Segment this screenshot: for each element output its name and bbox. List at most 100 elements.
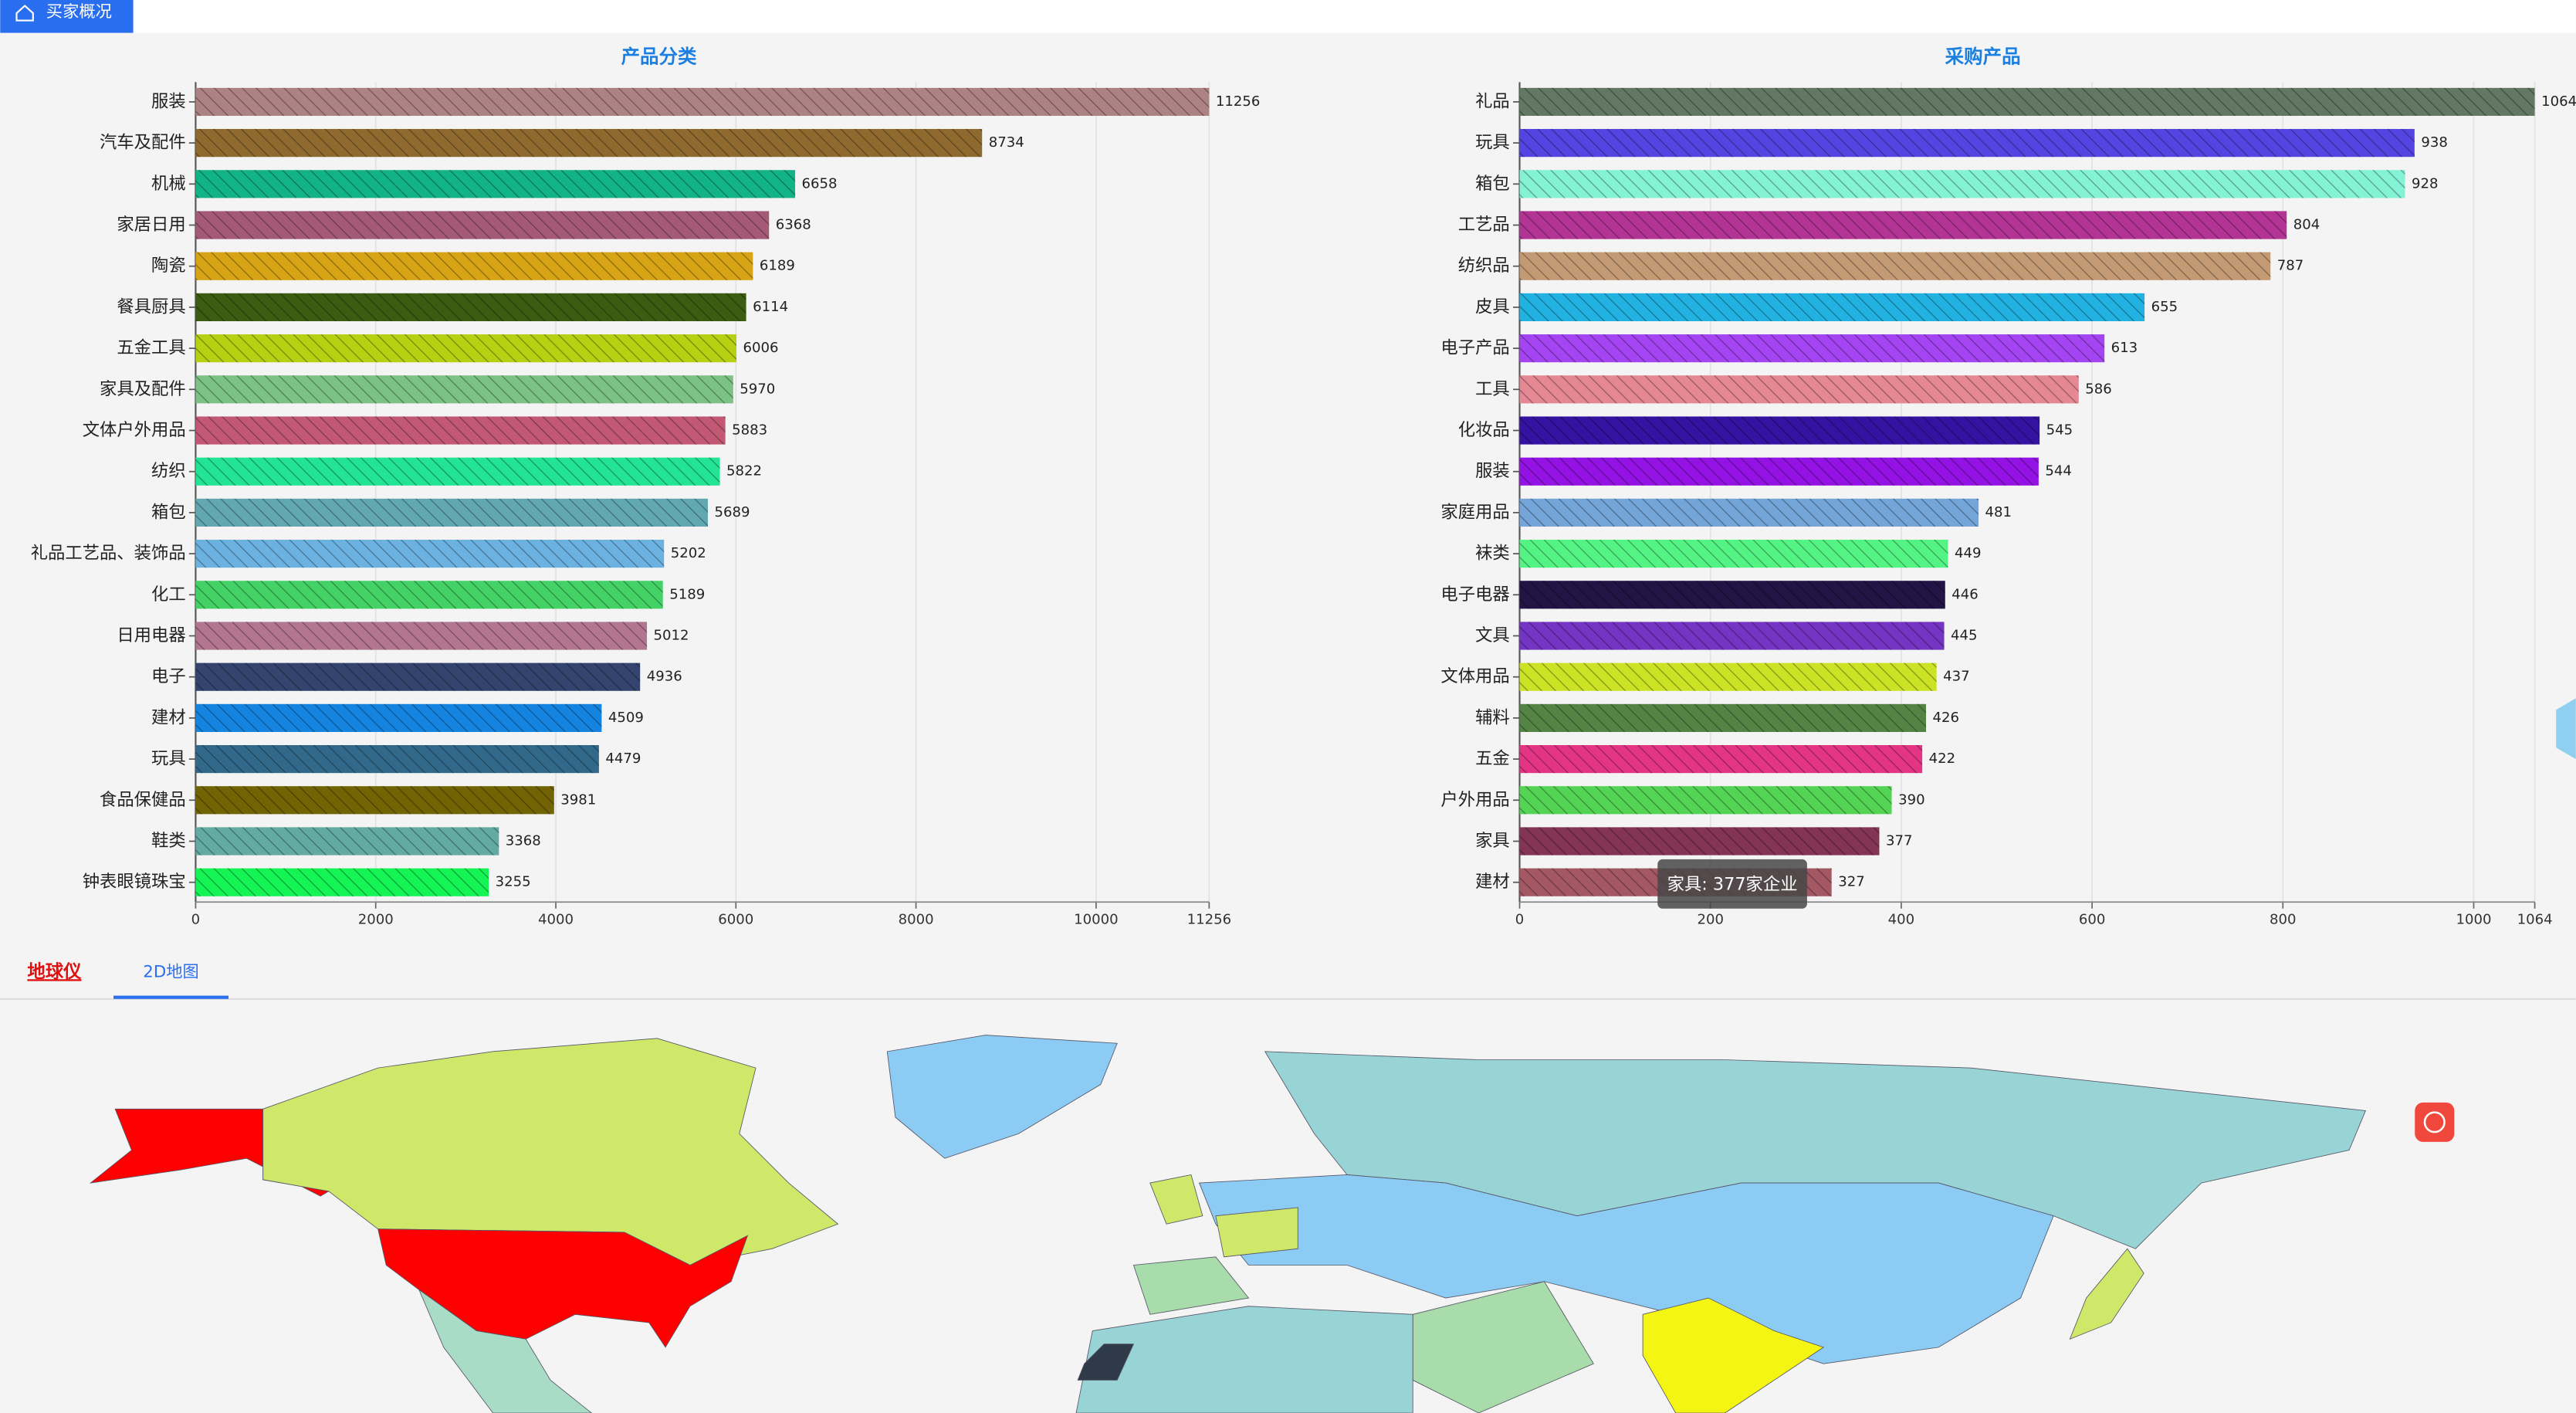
y-tick-label: 文体户外用品 [83,420,186,440]
india [1642,1297,1825,1413]
value-label: 3981 [560,791,596,808]
y-tick-label: 纺织 [151,461,186,481]
y-tick-label: 工具 [1475,379,1510,399]
y-tick-label: 袜类 [1475,544,1510,564]
y-tick-label: 辅料 [1475,707,1510,727]
bar-hatch [195,868,489,896]
bar-hatch [1519,87,2535,117]
y-tick-label: 电子产品 [1440,338,1509,358]
bar-hatch [195,170,796,198]
header-tab-label: 买家概况 [46,2,112,22]
bar-hatch [1519,252,2271,280]
bar-hatch [1519,457,2039,486]
x-tick-label: 2000 [358,912,394,928]
bar-hatch [1519,498,1979,527]
bar-hatch [195,334,736,363]
x-tick-label: 400 [1888,912,1915,928]
bar-hatch [195,827,499,856]
x-tick-label: 8000 [899,912,934,928]
x-tick-label: 1000 [2456,912,2491,928]
y-tick-label: 工艺品 [1458,215,1510,235]
bar-hatch [195,87,1210,117]
value-label: 545 [2046,422,2073,439]
top-bar [0,0,2576,33]
y-tick-label: 食品保健品 [100,790,186,810]
value-label: 422 [1929,751,1956,767]
value-label: 6006 [743,340,779,356]
y-tick-label: 服装 [1475,461,1510,481]
bar-hatch [195,703,602,732]
value-label: 613 [2111,340,2138,356]
y-tick-label: 文具 [1475,625,1510,646]
ai-button[interactable] [2415,1102,2455,1142]
x-tick-label: 4000 [538,912,574,928]
value-label: 804 [2293,217,2320,233]
y-tick-label: 家庭用品 [1440,502,1509,522]
value-label: 586 [2085,381,2112,397]
x-tick-label: 1064 [2517,912,2553,928]
value-label: 5822 [726,463,762,479]
y-tick-label: 五金 [1475,749,1510,769]
y-tick-label: 礼品 [1475,91,1510,111]
bar-hatch [195,662,641,691]
y-tick-label: 鞋类 [151,831,186,851]
x-tick-label: 800 [2270,912,2297,928]
value-label: 5189 [669,586,705,602]
value-label: 1064 [2541,93,2576,110]
y-tick-label: 家具及配件 [100,379,186,399]
value-label: 445 [1951,628,1978,644]
y-tick-label: 户外用品 [1440,790,1509,810]
bar-hatch [1519,786,1892,815]
value-label: 5689 [715,504,750,520]
y-tick-label: 五金工具 [117,338,185,358]
bar-hatch [1519,375,2079,404]
value-label: 938 [2421,134,2448,151]
y-tick-label: 汽车及配件 [100,133,186,153]
header-tab[interactable] [0,0,134,33]
value-label: 6658 [802,175,838,191]
bar-hatch [195,211,770,239]
japan [2069,1248,2144,1340]
y-tick-label: 餐具厨具 [117,296,185,317]
value-label: 6189 [760,258,795,274]
bar-hatch [195,745,599,774]
bar-hatch [1519,129,2415,158]
x-tick-label: 0 [191,912,201,928]
greenland [886,1035,1118,1159]
bar-hatch [195,375,733,404]
y-tick-label: 机械 [151,174,186,194]
value-label: 4509 [608,710,644,726]
bar-hatch [1519,170,2405,198]
bar-hatch [195,581,663,609]
value-label: 390 [1898,791,1925,808]
bar-hatch [1519,293,2145,322]
y-tick-label: 日用电器 [117,625,185,646]
canada [262,1038,839,1266]
value-label: 4936 [647,669,682,685]
value-label: 928 [2412,175,2439,191]
map-tab[interactable]: 2D地图 [143,963,198,982]
side-toggle[interactable] [2556,698,2576,760]
x-tick-label: 10000 [1074,912,1119,928]
value-label: 6114 [753,299,788,315]
bar-hatch [195,252,753,280]
bar-hatch [1519,662,1937,691]
y-tick-label: 化妆品 [1458,420,1510,440]
map-tab[interactable]: 地球仪 [27,961,82,982]
x-tick-label: 200 [1697,912,1724,928]
bar-hatch [195,293,746,322]
bar-hatch [1519,540,1948,568]
y-tick-label: 箱包 [1475,174,1510,194]
eurasia [1198,1174,2054,1364]
value-label: 655 [2151,299,2178,315]
value-label: 6368 [776,217,811,233]
value-label: 787 [2277,258,2304,274]
value-label: 5970 [740,381,775,397]
bar-hatch [1519,416,2040,445]
y-tick-label: 玩具 [1475,133,1510,153]
value-label: 3368 [506,832,541,849]
home-icon [15,5,34,22]
bar-hatch [195,622,648,650]
y-tick-label: 礼品工艺品、装饰品 [31,544,186,564]
